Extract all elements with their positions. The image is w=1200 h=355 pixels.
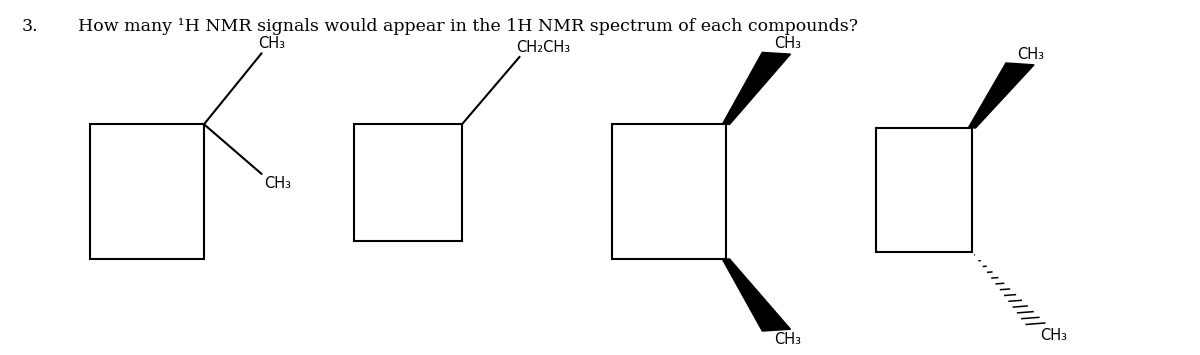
Polygon shape (722, 259, 791, 331)
Text: How many ¹H NMR signals would appear in the 1H NMR spectrum of each compounds?: How many ¹H NMR signals would appear in … (78, 18, 858, 35)
Bar (876, 128, 972, 252)
Text: CH₂CH₃: CH₂CH₃ (516, 40, 570, 55)
Bar (354, 124, 462, 241)
Bar (612, 124, 726, 259)
Polygon shape (722, 53, 791, 125)
Text: CH₃: CH₃ (774, 37, 802, 51)
Text: CH₃: CH₃ (264, 176, 292, 191)
Text: CH₃: CH₃ (1018, 47, 1045, 62)
Text: 3.: 3. (22, 18, 38, 35)
Text: CH₃: CH₃ (258, 37, 286, 51)
Bar (90, 124, 204, 259)
Text: CH₃: CH₃ (774, 332, 802, 347)
Text: CH₃: CH₃ (1040, 328, 1068, 343)
Polygon shape (968, 63, 1034, 128)
